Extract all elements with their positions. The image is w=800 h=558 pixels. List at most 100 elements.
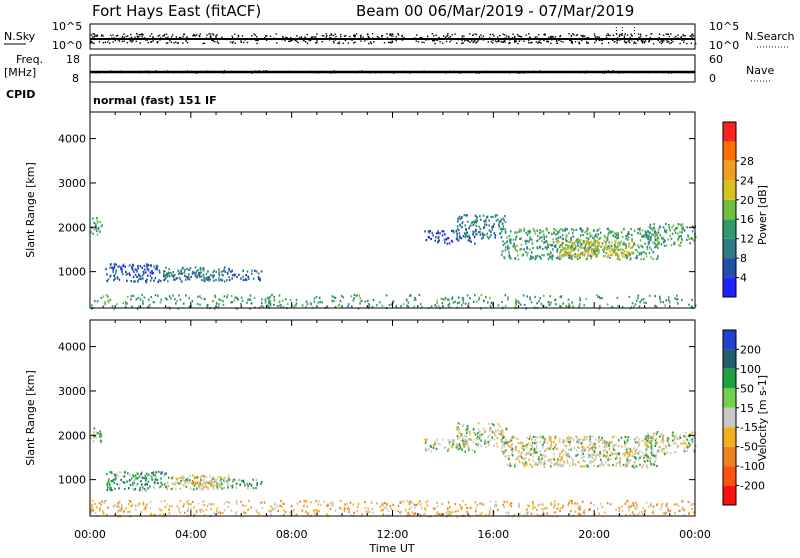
range-gate-cell — [632, 502, 634, 505]
range-gate-cell — [648, 225, 651, 229]
range-gate-cell — [207, 270, 209, 273]
noise-sample — [432, 40, 434, 42]
noise-sample — [652, 43, 655, 45]
range-gate-cell — [594, 243, 597, 246]
range-gate-cell — [688, 511, 691, 514]
range-gate-cell — [313, 297, 316, 300]
range-gate-cell — [590, 234, 593, 237]
range-gate-cell — [94, 511, 97, 515]
y-tick-label: 3000 — [58, 177, 86, 190]
range-gate-cell — [92, 217, 94, 220]
range-gate-cell — [639, 456, 641, 459]
range-gate-cell — [146, 483, 149, 486]
range-gate-cell — [662, 226, 665, 229]
range-gate-cell — [624, 502, 627, 505]
range-gate-cell — [151, 471, 153, 475]
freq-sample — [630, 71, 632, 73]
range-gate-cell — [626, 441, 628, 444]
range-gate-cell — [120, 268, 122, 271]
range-gate-cell — [199, 275, 201, 278]
range-gate-cell — [649, 231, 651, 234]
freq-sample — [243, 71, 245, 73]
noise-sample — [420, 37, 423, 39]
range-gate-cell — [231, 486, 234, 489]
range-gate-cell — [605, 236, 607, 239]
noise-sample — [438, 36, 440, 39]
noise-sample — [480, 34, 482, 36]
noise-sample — [641, 41, 644, 43]
range-gate-cell — [458, 436, 461, 439]
noise-sample — [125, 35, 127, 38]
range-gate-cell — [541, 457, 543, 460]
range-gate-cell — [612, 463, 614, 467]
range-gate-cell — [146, 278, 148, 281]
range-gate-cell — [490, 215, 493, 219]
range-gate-cell — [501, 429, 504, 432]
range-gate-cell — [582, 240, 584, 244]
range-gate-cell — [518, 301, 520, 305]
range-gate-cell — [198, 484, 200, 487]
range-gate-cell — [606, 502, 609, 505]
range-gate-cell — [635, 508, 637, 511]
range-gate-cell — [559, 236, 562, 239]
colorbar-frame — [722, 329, 737, 506]
range-gate-cell — [530, 251, 533, 254]
range-gate-cell — [437, 230, 439, 233]
range-gate-cell — [155, 478, 157, 481]
range-gate-cell — [222, 303, 225, 306]
noise-sample — [529, 36, 531, 38]
range-gate-cell — [627, 236, 630, 239]
range-gate-cell — [479, 502, 481, 505]
range-gate-cell — [368, 302, 370, 306]
range-gate-cell — [480, 218, 482, 221]
range-gate-cell — [180, 280, 183, 283]
range-gate-cell — [339, 507, 342, 510]
freq-sample — [555, 71, 557, 73]
range-gate-cell — [216, 486, 218, 490]
noise-sample — [156, 42, 159, 44]
range-gate-cell — [189, 474, 191, 477]
range-gate-cell — [442, 230, 445, 233]
noise-sample — [392, 35, 394, 37]
range-gate-cell — [543, 454, 545, 457]
range-gate-cell — [104, 301, 106, 304]
range-gate-cell — [455, 230, 458, 233]
range-gate-cell — [579, 244, 582, 247]
range-gate-cell — [531, 438, 533, 441]
range-gate-cell — [636, 506, 639, 509]
range-gate-cell — [638, 305, 641, 308]
noise-sample — [282, 35, 284, 38]
range-gate-cell — [600, 460, 603, 463]
noise-sample — [586, 41, 588, 43]
range-gate-cell — [653, 463, 656, 466]
noise-sample — [692, 35, 695, 37]
noise-tick-right-bottom: 10^0 — [709, 39, 739, 52]
range-gate-cell — [482, 503, 485, 506]
range-gate-cell — [650, 441, 652, 444]
range-gate-cell — [607, 254, 609, 257]
range-gate-cell — [278, 304, 281, 307]
range-gate-cell — [502, 225, 505, 228]
noise-sample — [497, 36, 499, 38]
range-gate-cell — [331, 501, 334, 504]
range-gate-cell — [134, 504, 137, 507]
range-gate-cell — [381, 502, 384, 505]
range-gate-cell — [577, 238, 579, 241]
range-gate-cell — [654, 242, 656, 245]
range-gate-cell — [545, 240, 548, 243]
noise-sample — [216, 41, 219, 43]
range-gate-cell — [636, 448, 638, 451]
range-gate-cell — [603, 249, 605, 252]
range-gate-cell — [597, 251, 600, 255]
freq-sample — [518, 71, 520, 73]
range-gate-cell — [678, 244, 681, 247]
range-gate-cell — [133, 280, 135, 283]
range-gate-cell — [644, 444, 647, 447]
range-gate-cell — [659, 234, 662, 237]
range-gate-cell — [410, 500, 413, 503]
noise-sample — [300, 36, 303, 38]
range-gate-cell — [637, 452, 639, 455]
range-gate-cell — [450, 446, 453, 449]
freq-sample — [155, 70, 157, 72]
range-gate-cell — [96, 300, 99, 303]
